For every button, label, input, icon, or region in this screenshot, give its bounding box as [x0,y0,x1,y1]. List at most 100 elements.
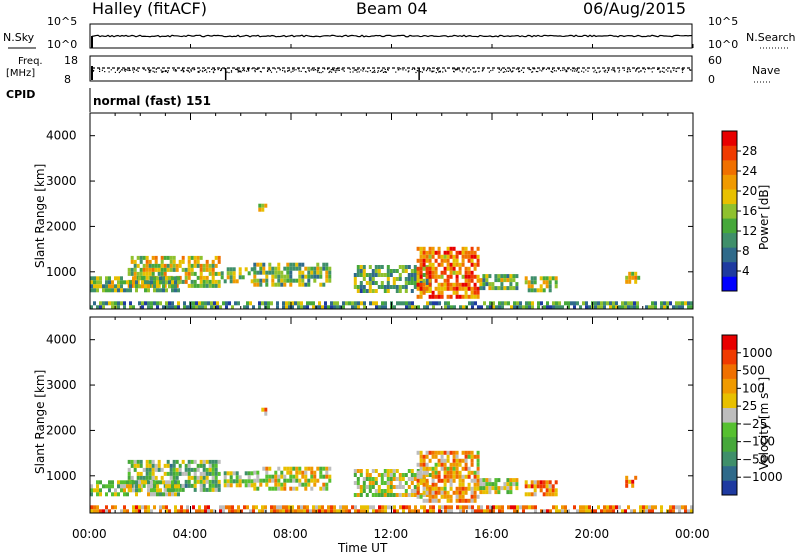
freq-point [331,71,333,73]
mhz-label: [MHz] [6,68,35,79]
data-cell [631,483,635,488]
data-cell [476,262,480,267]
data-cell [455,290,459,295]
data-cell [328,474,332,479]
data-cell [542,280,546,285]
data-cell [145,259,149,264]
data-cell [357,509,360,514]
data-cell [217,255,221,260]
data-cell [600,509,603,514]
freq-point [627,69,629,71]
data-cell [494,482,498,487]
data-cell [232,271,236,276]
data-cell [633,509,636,514]
data-cell [512,274,516,279]
data-cell [443,458,447,463]
data-cell [147,505,150,510]
data-cell [150,305,153,310]
freq-point [220,68,222,70]
data-cell [462,505,465,510]
data-cell [410,289,414,293]
data-cell [401,473,405,477]
data-cell [193,483,197,488]
data-cell [328,466,332,471]
data-cell [144,280,147,285]
data-cell [169,475,173,480]
data-cell [530,280,534,285]
freq-point [237,71,239,73]
data-cell [147,301,150,306]
data-cell [377,273,381,277]
freq-point [532,71,534,73]
data-cell [184,471,188,476]
data-cell [135,288,138,293]
data-cell [123,288,126,293]
data-cell [105,505,108,510]
data-cell [527,288,531,293]
data-cell [99,305,102,310]
freq-point [240,71,242,73]
data-cell [289,470,293,475]
data-cell [256,470,260,475]
data-cell [480,305,483,310]
data-cell [171,284,174,289]
frequency-panel-frame [89,55,693,82]
data-cell [142,263,146,268]
data-cell [178,471,182,476]
data-cell [443,450,447,455]
data-cell [151,267,155,272]
data-cell [585,305,588,310]
data-cell [389,469,393,473]
data-cell [205,471,209,476]
freq-point [372,71,374,73]
data-cell [151,271,155,276]
data-cell [238,267,242,272]
data-cell [634,275,638,280]
data-cell [318,505,321,510]
data-cell [156,288,159,293]
data-cell [461,294,465,299]
data-cell [455,250,459,255]
freq-point [133,71,135,73]
data-cell [237,301,240,306]
data-cell [464,274,468,279]
freq-point [194,68,196,70]
data-cell [507,505,510,510]
data-cell [531,505,534,510]
data-cell [123,484,126,489]
data-cell [440,490,444,495]
data-cell [133,259,137,264]
data-cell [213,301,216,306]
data-cell [102,284,105,289]
data-cell [139,459,143,464]
data-cell [184,271,188,276]
freq-point [605,69,607,71]
data-cell [368,473,372,477]
freq-point [203,69,206,72]
data-cell [166,463,170,468]
data-cell [461,274,465,279]
data-cell [165,492,168,497]
freq-point [465,68,468,70]
data-cell [458,282,462,287]
freq-point [420,71,422,73]
data-cell [449,486,453,491]
nsky-label: N.Sky [3,31,35,44]
freq-point [425,70,428,72]
data-cell [419,266,423,271]
data-cell [425,254,429,259]
data-cell [365,485,369,489]
data-cell [93,488,96,493]
data-cell [211,471,215,476]
data-cell [423,509,426,514]
data-cell [174,288,177,293]
data-cell [494,486,498,491]
data-cell [171,484,174,489]
data-cell [609,505,612,510]
date-title: 06/Aug/2015 [583,0,687,18]
data-cell [217,271,221,276]
data-cell [567,509,570,514]
data-cell [111,288,114,293]
data-cell [452,454,456,459]
data-cell [307,278,311,283]
